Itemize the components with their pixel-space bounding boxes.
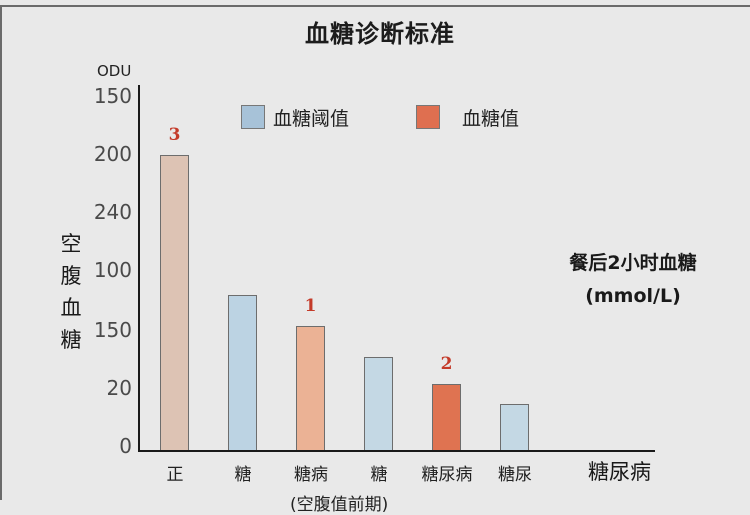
frame-border-top	[0, 5, 750, 7]
x-tick-label: 糖尿病	[421, 465, 473, 485]
secondary-label-line2: (mmol/L)	[585, 285, 681, 307]
y-axis-label-char: 血	[60, 296, 82, 320]
y-tick-label: 150	[93, 84, 132, 108]
bar	[432, 384, 461, 450]
y-axis-label-char: 腹	[60, 264, 82, 288]
legend-label: 血糖值	[462, 107, 520, 130]
y-tick-label: 200	[93, 142, 132, 166]
y-axis-label: 空 腹 血 糖	[58, 228, 84, 356]
bar	[296, 326, 325, 450]
secondary-axis-label: 餐后2小时血糖 (mmol/L)	[548, 247, 718, 313]
y-tick-label: 150	[93, 318, 132, 342]
bar	[160, 155, 189, 450]
x-tick-label: 糖尿	[498, 465, 532, 485]
x-axis-line	[138, 450, 655, 452]
bar	[500, 404, 529, 450]
x-tick-label: 糖	[234, 465, 252, 485]
frame-border-left	[0, 5, 2, 500]
y-tick-label: 240	[93, 200, 132, 224]
bar-annotation: 1	[304, 296, 317, 316]
y-axis-label-char: 空	[60, 232, 82, 256]
x-tick-label: 糖病	[294, 465, 328, 485]
legend-swatch-orange	[416, 105, 440, 129]
legend-swatch-blue	[241, 105, 265, 129]
bar	[228, 295, 257, 450]
bar-annotation: 3	[168, 125, 181, 145]
bar	[364, 357, 393, 450]
secondary-label-line1: 餐后2小时血糖	[569, 252, 697, 274]
legend-item-threshold: 血糖阈值	[241, 104, 349, 130]
bar-annotation: 2	[440, 354, 453, 374]
x-tick-label: 正	[166, 465, 184, 485]
x-axis-title: (空腹值前期)	[290, 495, 389, 515]
x-tick-label: 糖	[370, 465, 388, 485]
legend-label: 血糖阈值	[273, 107, 350, 130]
y-tick-label: 20	[106, 376, 132, 400]
x-category-diabetes: 糖尿病	[588, 460, 651, 484]
y-tick-label: 0	[119, 434, 132, 458]
unit-label: ODU	[97, 62, 132, 80]
y-tick-label: 100	[93, 258, 132, 282]
legend-item-value: 血糖值	[416, 104, 519, 130]
y-axis-label-char: 糖	[60, 328, 82, 352]
y-axis-line	[138, 85, 140, 452]
chart-title: 血糖诊断标准	[305, 20, 455, 48]
